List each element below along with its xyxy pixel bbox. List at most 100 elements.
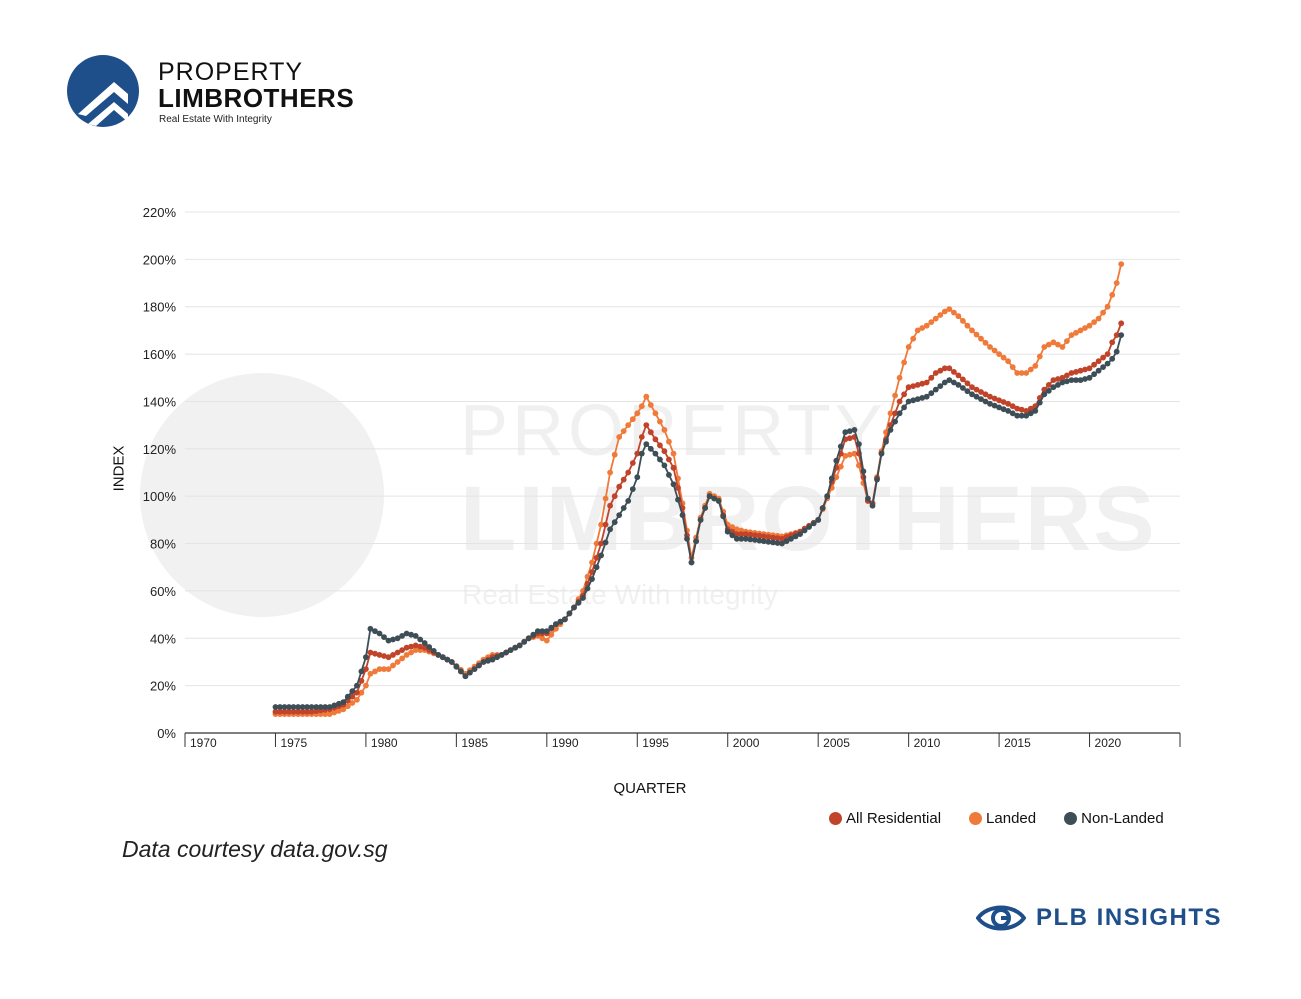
plb-insights-label: PLB INSIGHTS <box>1036 904 1223 931</box>
data-point <box>408 649 414 656</box>
data-point <box>363 682 369 689</box>
data-point <box>543 628 550 635</box>
data-point <box>507 647 514 653</box>
data-point <box>761 538 767 545</box>
data-point <box>358 678 365 684</box>
data-point <box>1082 325 1088 331</box>
data-point <box>304 708 310 715</box>
data-point <box>973 393 980 400</box>
data-point <box>435 652 442 658</box>
data-point <box>946 365 953 372</box>
data-point <box>412 647 419 653</box>
data-point <box>399 647 405 653</box>
data-point <box>503 649 509 656</box>
data-point <box>602 521 609 528</box>
data-point <box>430 648 437 654</box>
data-point <box>602 495 609 502</box>
data-point <box>589 559 595 566</box>
data-point <box>720 513 727 520</box>
data-point <box>996 351 1002 357</box>
data-point <box>367 670 374 677</box>
data-point <box>738 531 745 537</box>
data-point <box>733 526 740 533</box>
data-point <box>896 398 903 405</box>
data-point <box>1091 371 1097 378</box>
data-point <box>1014 370 1021 376</box>
data-point <box>480 659 487 665</box>
data-point <box>602 539 609 546</box>
data-point <box>1009 410 1016 417</box>
data-point <box>1109 339 1116 346</box>
data-point <box>1082 376 1088 382</box>
data-point <box>1118 320 1125 327</box>
data-point <box>1091 319 1097 325</box>
brand-tagline: Real Estate With Integrity <box>159 114 272 125</box>
data-point <box>788 535 794 542</box>
data-point <box>643 393 650 400</box>
data-point <box>874 476 880 483</box>
data-point <box>593 554 600 561</box>
y-tick-label: 140% <box>143 394 177 409</box>
data-point <box>1095 358 1102 365</box>
data-point <box>697 517 704 523</box>
data-point <box>638 434 645 440</box>
y-tick-label: 200% <box>143 252 177 267</box>
data-point <box>625 422 632 428</box>
data-point <box>666 438 672 445</box>
data-point <box>1086 322 1093 329</box>
data-point <box>553 621 559 627</box>
data-point <box>335 708 342 714</box>
data-point <box>693 538 699 545</box>
data-point <box>372 668 378 675</box>
data-point <box>657 442 663 449</box>
data-point <box>584 585 591 592</box>
data-point <box>919 325 926 331</box>
data-point <box>1014 405 1021 412</box>
data-point <box>272 708 279 715</box>
data-point <box>331 702 338 709</box>
data-point <box>901 391 907 398</box>
data-point <box>842 453 849 459</box>
data-point <box>308 704 315 710</box>
data-point <box>883 438 889 445</box>
data-point <box>987 393 993 400</box>
data-point <box>317 704 324 710</box>
data-point <box>385 637 392 644</box>
data-point <box>951 379 957 386</box>
data-point <box>1100 309 1106 316</box>
watermark: PROPERTY LIMBROTHERS Real Estate With In… <box>140 373 1155 617</box>
watermark-tagline: Real Estate With Integrity <box>462 579 778 610</box>
data-point <box>1059 344 1066 350</box>
data-point <box>313 704 320 710</box>
data-point <box>1045 341 1052 348</box>
data-point <box>611 493 618 500</box>
y-tick-label: 220% <box>143 205 177 220</box>
data-point <box>774 540 781 546</box>
watermark-line1: PROPERTY <box>460 391 887 471</box>
data-point <box>910 397 917 404</box>
data-point <box>620 476 627 483</box>
data-point <box>706 493 713 500</box>
data-point <box>928 374 935 381</box>
x-tick-label: 2005 <box>823 736 850 750</box>
data-point <box>747 531 754 538</box>
data-point <box>403 652 410 658</box>
data-point <box>833 474 840 481</box>
data-point <box>421 644 428 651</box>
data-point <box>598 521 604 528</box>
data-point <box>951 309 957 316</box>
data-point <box>349 688 356 695</box>
data-point <box>534 628 541 635</box>
y-tick-label: 160% <box>143 347 177 362</box>
data-point <box>846 428 853 434</box>
data-point <box>779 535 785 542</box>
data-point <box>643 441 650 447</box>
data-point <box>412 633 419 639</box>
y-tick-label: 40% <box>150 631 176 646</box>
data-point <box>919 380 926 387</box>
data-point <box>290 704 297 710</box>
data-point <box>964 380 971 387</box>
data-point <box>394 659 401 665</box>
legend-item-non-landed: Non-Landed <box>1064 810 1164 827</box>
y-tick-label: 80% <box>150 537 176 552</box>
